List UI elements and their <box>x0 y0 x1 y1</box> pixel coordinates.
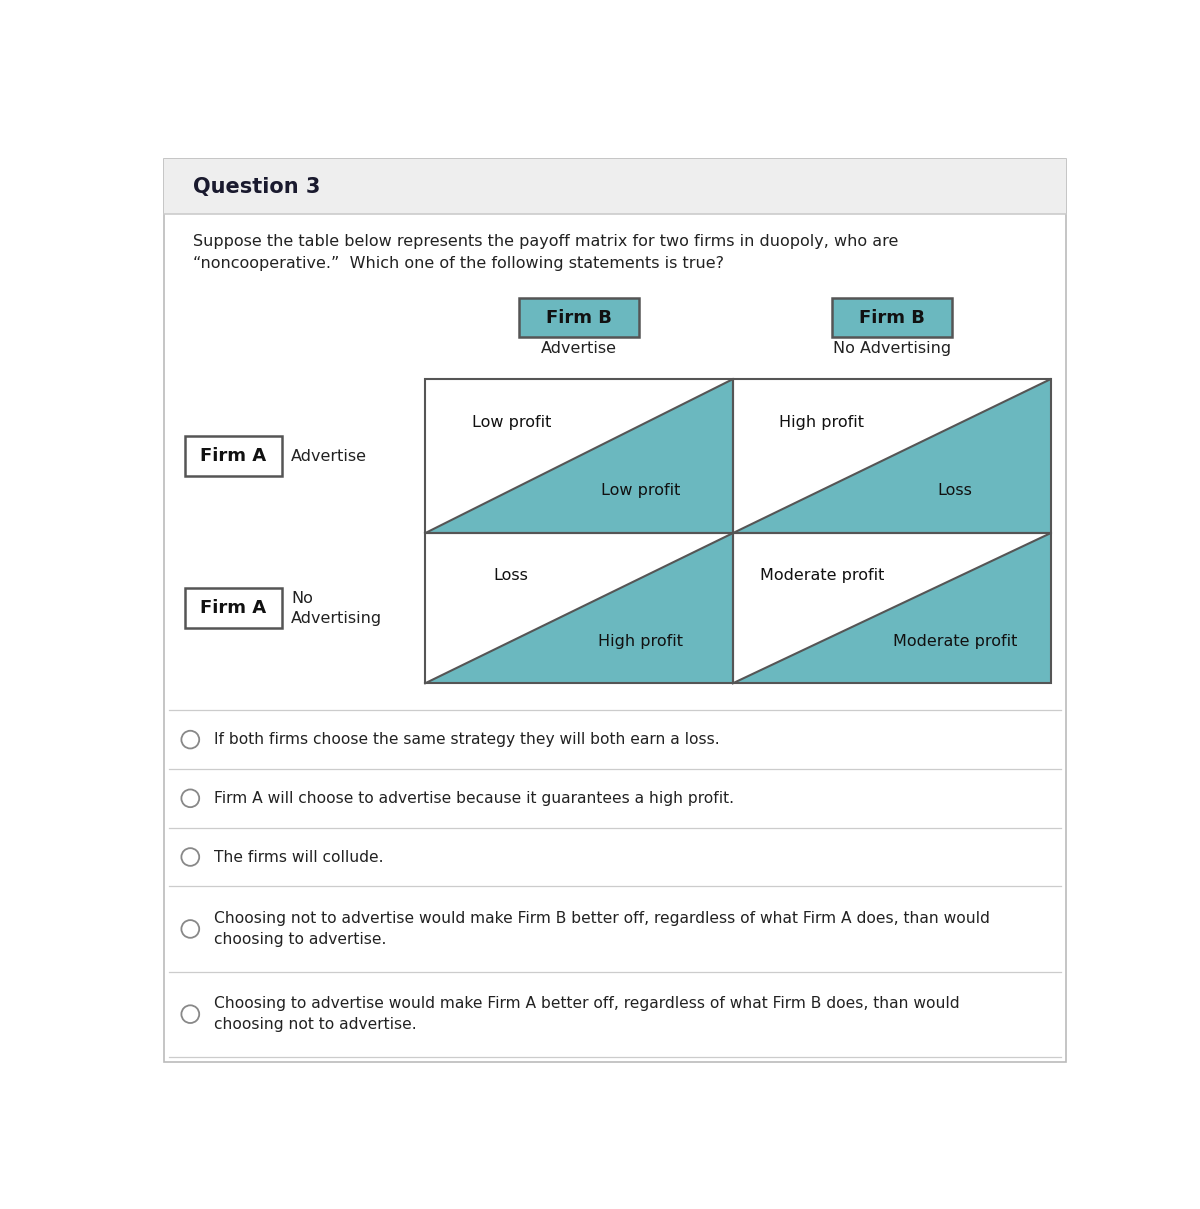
Text: Advertise: Advertise <box>292 449 367 464</box>
Polygon shape <box>425 380 733 533</box>
Text: Moderate profit: Moderate profit <box>760 568 884 583</box>
Text: High profit: High profit <box>598 634 683 649</box>
Text: High profit: High profit <box>779 415 864 429</box>
Polygon shape <box>425 533 733 683</box>
FancyBboxPatch shape <box>185 436 282 476</box>
FancyBboxPatch shape <box>164 158 1066 214</box>
Text: Loss: Loss <box>937 482 973 498</box>
Text: Question 3: Question 3 <box>193 177 320 197</box>
Text: Advertise: Advertise <box>541 341 617 355</box>
Text: Choosing to advertise would make Firm A better off, regardless of what Firm B do: Choosing to advertise would make Firm A … <box>214 996 959 1032</box>
Text: Firm B: Firm B <box>546 308 612 326</box>
Text: Firm A: Firm A <box>200 447 266 465</box>
Text: No Advertising: No Advertising <box>833 341 950 355</box>
Text: The firms will collude.: The firms will collude. <box>214 850 383 864</box>
FancyBboxPatch shape <box>832 299 952 337</box>
Polygon shape <box>733 380 1050 533</box>
FancyBboxPatch shape <box>164 158 1066 1063</box>
Text: Firm B: Firm B <box>859 308 925 326</box>
Polygon shape <box>425 380 733 533</box>
Text: Firm A will choose to advertise because it guarantees a high profit.: Firm A will choose to advertise because … <box>214 791 733 806</box>
Text: Firm A: Firm A <box>200 600 266 618</box>
Text: Suppose the table below represents the payoff matrix for two firms in duopoly, w: Suppose the table below represents the p… <box>193 233 898 272</box>
Polygon shape <box>425 533 733 683</box>
Polygon shape <box>733 533 1050 683</box>
Text: If both firms choose the same strategy they will both earn a loss.: If both firms choose the same strategy t… <box>214 733 719 747</box>
Text: Moderate profit: Moderate profit <box>893 634 1018 649</box>
Text: Low profit: Low profit <box>472 415 551 429</box>
Text: Choosing not to advertise would make Firm B better off, regardless of what Firm : Choosing not to advertise would make Fir… <box>214 910 990 948</box>
Text: Loss: Loss <box>494 568 529 583</box>
FancyBboxPatch shape <box>185 589 282 629</box>
Text: Low profit: Low profit <box>601 482 680 498</box>
FancyBboxPatch shape <box>518 299 640 337</box>
Text: No
Advertising: No Advertising <box>292 591 382 625</box>
Polygon shape <box>733 380 1050 533</box>
Polygon shape <box>733 533 1050 683</box>
